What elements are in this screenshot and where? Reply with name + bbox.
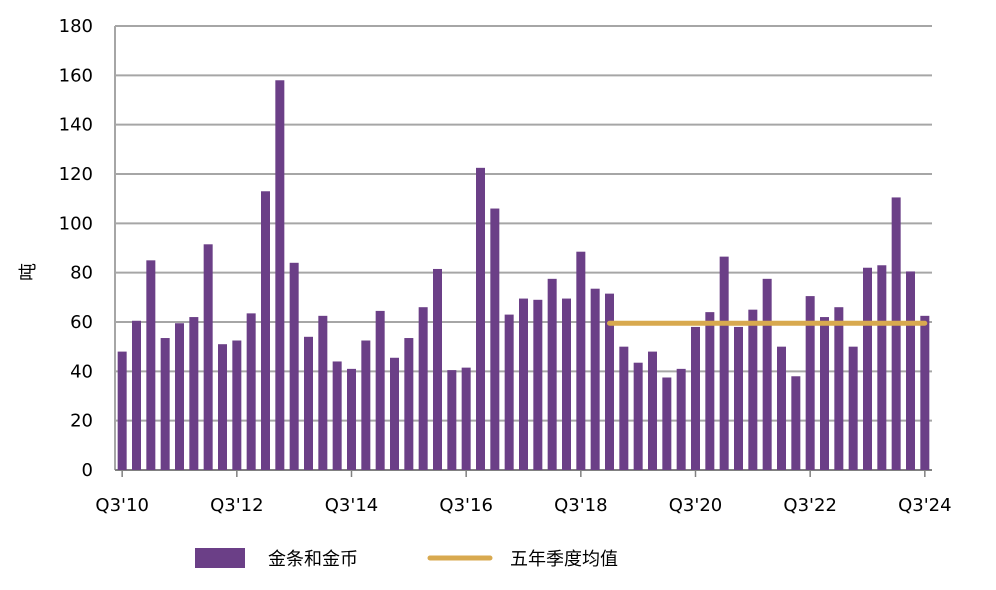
bar bbox=[762, 278, 772, 470]
bar bbox=[848, 346, 858, 470]
x-tick-label: Q3'20 bbox=[669, 495, 722, 516]
bar bbox=[777, 346, 786, 470]
bar bbox=[132, 320, 141, 470]
x-tick-label: Q3'10 bbox=[95, 495, 148, 516]
bar bbox=[734, 326, 743, 470]
bar bbox=[246, 313, 256, 470]
bar bbox=[203, 244, 213, 470]
bar bbox=[576, 251, 586, 470]
bar bbox=[347, 368, 356, 470]
bar bbox=[676, 368, 686, 470]
y-tick-label: 20 bbox=[70, 411, 93, 432]
legend-label-bars: 金条和金币 bbox=[268, 549, 358, 570]
bar bbox=[218, 344, 227, 470]
bar bbox=[562, 298, 571, 470]
bar bbox=[318, 315, 328, 470]
bar bbox=[834, 307, 844, 470]
y-tick-label: 140 bbox=[59, 115, 93, 136]
tick-labels-layer: 0 20 40 60 80 100 120 140 160 180 Q3'10 Q3'12 Q3'14 Q… bbox=[59, 16, 952, 516]
x-tick-label: Q3'14 bbox=[325, 495, 378, 516]
y-tick-label: 60 bbox=[70, 312, 93, 333]
bar bbox=[275, 80, 285, 471]
bar bbox=[748, 309, 758, 470]
bar bbox=[719, 256, 729, 470]
bar bbox=[691, 326, 700, 470]
y-tick-label: 0 bbox=[82, 460, 93, 481]
bar bbox=[906, 271, 915, 470]
bar bbox=[261, 191, 270, 470]
y-tick-label: 40 bbox=[70, 361, 93, 382]
bar bbox=[146, 260, 156, 470]
x-tick-label: Q3'22 bbox=[783, 495, 836, 516]
x-tick-label: Q3'16 bbox=[439, 495, 492, 516]
bar bbox=[805, 296, 815, 470]
bar bbox=[418, 307, 428, 470]
bar bbox=[533, 299, 543, 470]
x-tick-label: Q3'24 bbox=[898, 495, 951, 516]
bar bbox=[390, 357, 399, 470]
y-tick-label: 160 bbox=[59, 65, 93, 86]
bar bbox=[490, 208, 500, 471]
bar bbox=[863, 267, 872, 470]
legend-label-average: 五年季度均值 bbox=[510, 549, 618, 570]
bar bbox=[433, 268, 442, 470]
bar bbox=[891, 197, 901, 470]
bar bbox=[175, 323, 184, 470]
bar bbox=[877, 265, 887, 470]
bar bbox=[519, 298, 528, 470]
bar bbox=[619, 346, 629, 470]
x-tick-label: Q3'12 bbox=[210, 495, 263, 516]
bar bbox=[705, 312, 715, 470]
y-tick-label: 80 bbox=[70, 263, 93, 284]
y-tick-label: 100 bbox=[59, 213, 93, 234]
bar bbox=[791, 376, 801, 470]
bar bbox=[461, 367, 471, 470]
x-tick-label: Q3'18 bbox=[554, 495, 607, 516]
bar bbox=[590, 288, 600, 470]
bar bbox=[361, 340, 371, 470]
bar bbox=[633, 362, 643, 470]
y-axis-title: 吨 bbox=[18, 263, 39, 281]
bar bbox=[304, 336, 313, 470]
legend: 金条和金币 五年季度均值 bbox=[195, 548, 618, 570]
bar bbox=[375, 310, 385, 470]
bar bbox=[547, 278, 557, 470]
bar bbox=[662, 377, 672, 470]
bar bbox=[605, 293, 614, 470]
bar bbox=[289, 262, 299, 470]
bar bbox=[447, 370, 457, 470]
bar bbox=[920, 315, 930, 470]
bar bbox=[404, 338, 414, 470]
y-tick-label: 180 bbox=[59, 16, 93, 37]
legend-swatch-bars bbox=[195, 548, 245, 568]
bar bbox=[504, 314, 514, 470]
bar bbox=[117, 351, 127, 470]
bar bbox=[332, 361, 342, 470]
y-tick-label: 120 bbox=[59, 164, 93, 185]
bar bbox=[160, 338, 170, 470]
bars-layer bbox=[117, 80, 930, 471]
bar bbox=[648, 351, 657, 470]
bar bbox=[189, 317, 199, 470]
bar bbox=[232, 340, 242, 470]
bar bbox=[820, 317, 829, 470]
bar bbox=[476, 167, 485, 471]
